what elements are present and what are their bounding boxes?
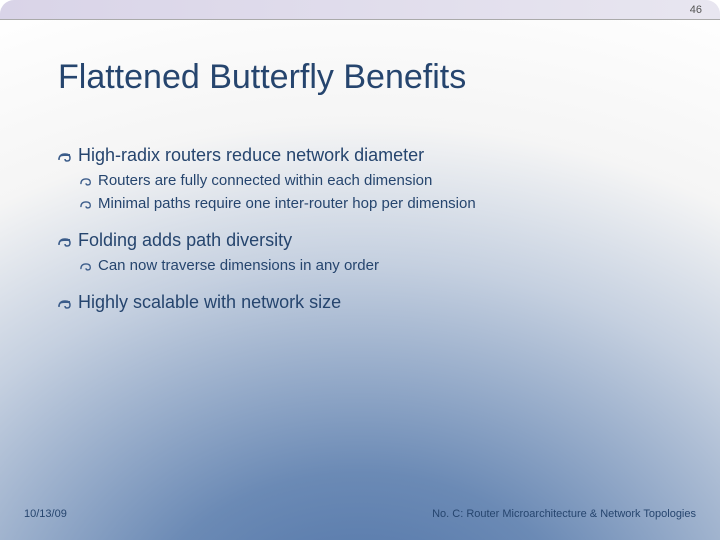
bullet-level1: Folding adds path diversity <box>58 230 680 251</box>
bullet-icon <box>58 152 72 162</box>
bullet-text: Folding adds path diversity <box>78 230 292 250</box>
bullet-level2: Can now traverse dimensions in any order <box>58 257 680 274</box>
bullet-level1: High-radix routers reduce network diamet… <box>58 145 680 166</box>
bullet-icon <box>80 177 92 186</box>
bullet-text: Highly scalable with network size <box>78 292 341 312</box>
bullet-text: Can now traverse dimensions in any order <box>98 257 379 274</box>
bullet-text: High-radix routers reduce network diamet… <box>78 145 424 165</box>
slide-content: High-radix routers reduce network diamet… <box>58 145 680 331</box>
bullet-level2: Minimal paths require one inter-router h… <box>58 195 680 212</box>
page-number: 46 <box>690 4 702 16</box>
bullet-group: High-radix routers reduce network diamet… <box>58 145 680 212</box>
bullet-group: Highly scalable with network size <box>58 292 680 313</box>
bullet-text: Routers are fully connected within each … <box>98 172 432 189</box>
bullet-icon <box>80 262 92 271</box>
bullet-level1: Highly scalable with network size <box>58 292 680 313</box>
bullet-icon <box>58 299 72 309</box>
slide: 46 Flattened Butterfly Benefits High-rad… <box>0 0 720 540</box>
footer-title: No. C: Router Microarchitecture & Networ… <box>432 508 696 520</box>
bullet-icon <box>80 200 92 209</box>
bullet-level2: Routers are fully connected within each … <box>58 172 680 189</box>
bullet-icon <box>58 237 72 247</box>
footer-date: 10/13/09 <box>24 508 67 520</box>
bullet-group: Folding adds path diversity Can now trav… <box>58 230 680 274</box>
bullet-text: Minimal paths require one inter-router h… <box>98 195 476 212</box>
top-bar <box>0 0 720 20</box>
slide-title: Flattened Butterfly Benefits <box>58 58 466 97</box>
